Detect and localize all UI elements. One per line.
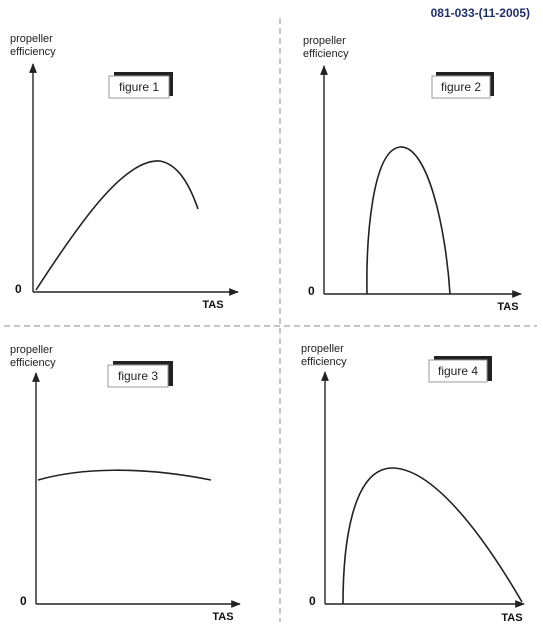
figure-tab-box bbox=[107, 364, 169, 388]
origin-label: 0 bbox=[309, 594, 316, 608]
panel-figure-3: propeller efficiency 0 TAS figure 3 bbox=[10, 344, 241, 623]
reference-code: 081-033-(11-2005) bbox=[431, 6, 530, 20]
x-axis-label: TAS bbox=[501, 612, 522, 624]
figure-tab: figure 3 bbox=[107, 361, 173, 388]
y-axis-label-line2: efficiency bbox=[10, 46, 56, 58]
figure-tab-box bbox=[108, 75, 170, 99]
figure-label: figure 2 bbox=[441, 80, 481, 94]
x-axis-label: TAS bbox=[202, 299, 223, 311]
y-axis-label-line1: propeller bbox=[10, 344, 53, 356]
figure-label: figure 3 bbox=[118, 369, 158, 383]
figure-tab: figure 4 bbox=[428, 356, 492, 383]
efficiency-curve bbox=[37, 469, 212, 481]
origin-label: 0 bbox=[15, 282, 22, 296]
panel-figure-2: propeller efficiency 0 TAS figure 2 bbox=[303, 35, 522, 313]
efficiency-curve bbox=[342, 467, 523, 605]
y-axis-label-line2: efficiency bbox=[303, 48, 349, 60]
figure-label: figure 4 bbox=[438, 364, 478, 378]
y-axis-label-line1: propeller bbox=[301, 343, 344, 355]
figure-tab-box bbox=[428, 359, 488, 383]
x-axis-label: TAS bbox=[212, 611, 233, 623]
y-axis-label-line2: efficiency bbox=[10, 357, 56, 369]
panel-figure-4: propeller efficiency 0 TAS figure 4 bbox=[301, 343, 525, 624]
efficiency-curve bbox=[35, 160, 199, 291]
y-axis-label-line1: propeller bbox=[303, 35, 346, 47]
origin-label: 0 bbox=[20, 594, 27, 608]
y-axis-label-line2: efficiency bbox=[301, 356, 347, 368]
origin-label: 0 bbox=[308, 284, 315, 298]
figure-tab-box bbox=[431, 75, 491, 99]
figure-tab: figure 1 bbox=[108, 72, 173, 99]
panel-figure-1: propeller efficiency 0 TAS figure 1 bbox=[10, 33, 239, 311]
y-axis-label-line1: propeller bbox=[10, 33, 53, 45]
x-axis-label: TAS bbox=[497, 301, 518, 313]
figure-label: figure 1 bbox=[119, 80, 159, 94]
figure-tab: figure 2 bbox=[431, 72, 494, 99]
efficiency-curve bbox=[366, 146, 451, 295]
